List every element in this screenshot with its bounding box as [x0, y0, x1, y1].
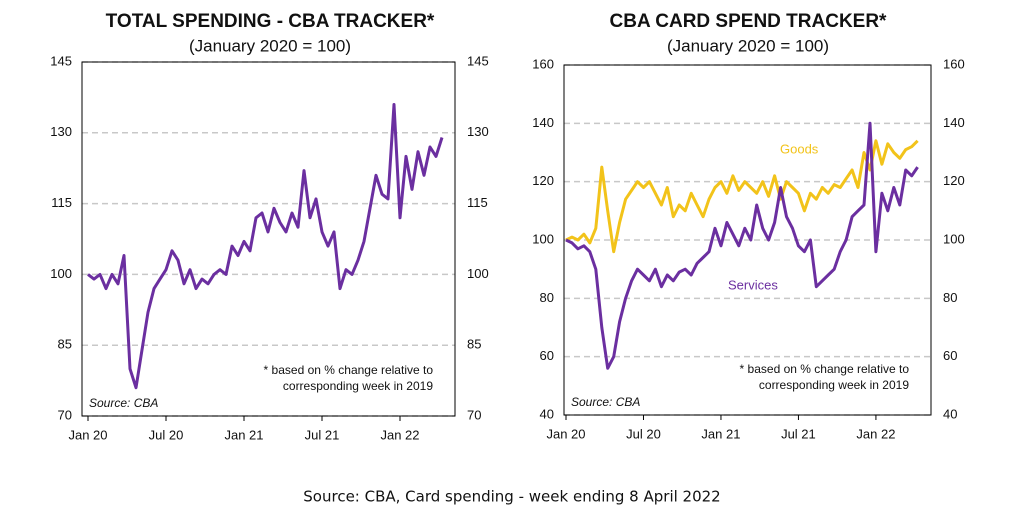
y2-tick-label: 140	[943, 115, 965, 130]
x-tick-label: Jan 21	[224, 427, 263, 442]
x-tick-label: Jan 22	[380, 427, 419, 442]
y-tick-label: 160	[532, 56, 554, 71]
chart-title: CBA CARD SPEND TRACKER*	[610, 11, 888, 32]
annotation: corresponding week in 2019	[283, 379, 433, 393]
series-line	[87, 103, 444, 390]
y2-tick-label: 100	[943, 231, 965, 246]
y-tick-label: 100	[50, 266, 72, 281]
y-tick-label: 120	[532, 173, 554, 188]
y-tick-label: 140	[532, 115, 554, 130]
y-tick-label: 100	[532, 231, 554, 246]
y2-tick-label: 145	[467, 53, 489, 68]
x-tick-label: Jul 21	[781, 426, 816, 441]
chart-subtitle: (January 2020 = 100)	[667, 36, 829, 55]
y2-tick-label: 100	[467, 266, 489, 281]
annotation: * based on % change relative to	[264, 363, 434, 377]
chart-title: TOTAL SPENDING - CBA TRACKER*	[106, 11, 435, 32]
y2-tick-label: 160	[943, 56, 965, 71]
series-line	[565, 121, 919, 370]
series-line	[565, 139, 919, 254]
x-tick-label: Jul 21	[305, 427, 340, 442]
footer: Source: CBA, Card spending - week ending…	[303, 488, 720, 506]
series-label: Goods	[780, 141, 819, 156]
x-tick-label: Jul 20	[149, 427, 184, 442]
y2-tick-label: 40	[943, 406, 957, 421]
y2-tick-label: 115	[467, 195, 488, 210]
annotation: corresponding week in 2019	[759, 378, 909, 392]
x-tick-label: Jul 20	[626, 426, 661, 441]
y2-tick-label: 70	[467, 407, 481, 422]
y2-tick-label: 80	[943, 290, 957, 305]
y-tick-label: 80	[540, 290, 554, 305]
y-tick-label: 85	[58, 337, 72, 352]
chart-subtitle: (January 2020 = 100)	[189, 36, 351, 55]
x-tick-label: Jan 22	[856, 426, 895, 441]
y-tick-label: 40	[540, 406, 554, 421]
x-tick-label: Jan 20	[68, 427, 107, 442]
y2-tick-label: 130	[467, 124, 489, 139]
annotation: * based on % change relative to	[740, 362, 910, 376]
y-tick-label: 145	[50, 53, 72, 68]
y2-tick-label: 60	[943, 348, 957, 363]
y-tick-label: 130	[50, 124, 72, 139]
y2-tick-label: 120	[943, 173, 965, 188]
source-note: Source: CBA	[571, 395, 640, 409]
plot-frame	[563, 64, 932, 416]
source-note: Source: CBA	[89, 396, 158, 410]
y2-tick-label: 85	[467, 337, 481, 352]
series-label: Services	[728, 277, 778, 292]
y-tick-label: 70	[58, 407, 72, 422]
plot-frame	[81, 61, 456, 417]
x-tick-label: Jan 20	[546, 426, 585, 441]
y-tick-label: 60	[540, 348, 554, 363]
x-tick-label: Jan 21	[701, 426, 740, 441]
y-tick-label: 115	[51, 195, 72, 210]
